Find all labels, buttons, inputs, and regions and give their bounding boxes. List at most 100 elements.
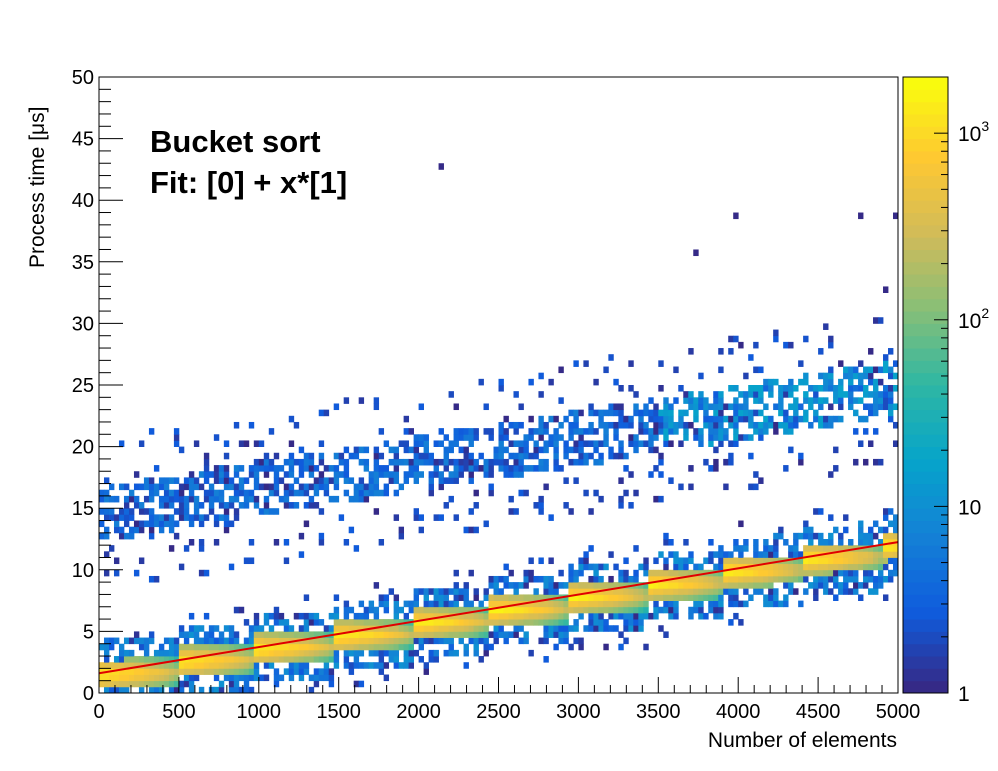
heatmap-cell <box>733 612 739 620</box>
heatmap-cell <box>488 465 494 472</box>
heatmap-cell <box>138 520 145 528</box>
heatmap-cell <box>733 594 739 601</box>
heatmap-cell <box>443 631 449 638</box>
heatmap-cell <box>623 465 629 472</box>
heatmap-cell <box>243 662 250 669</box>
heatmap-cell <box>233 662 240 669</box>
heatmap-cell <box>398 526 405 534</box>
heatmap-cell <box>513 452 519 460</box>
heatmap-cell <box>298 649 305 657</box>
heatmap-cell <box>778 575 784 583</box>
heatmap-cell <box>498 625 504 632</box>
heatmap-cell <box>693 563 699 571</box>
heatmap-cell <box>868 366 874 374</box>
heatmap-cell <box>813 385 819 392</box>
heatmap-cell <box>673 612 679 620</box>
heatmap-cell <box>248 686 255 694</box>
heatmap-cell <box>493 612 499 620</box>
heatmap-cell <box>878 575 884 583</box>
heatmap-cell <box>413 637 419 645</box>
heatmap-cell <box>528 434 534 441</box>
heatmap-cell <box>873 378 879 386</box>
heatmap-cell <box>663 397 669 404</box>
heatmap-cell <box>588 545 594 552</box>
heatmap-cell <box>113 526 120 534</box>
heatmap-cell <box>843 551 849 558</box>
heatmap-cell <box>448 619 454 626</box>
heatmap-cell <box>578 594 584 601</box>
heatmap-cell <box>893 403 899 411</box>
heatmap-cell <box>678 409 684 417</box>
heatmap-cell <box>548 557 554 565</box>
heatmap-cell <box>148 514 155 521</box>
heatmap-cell <box>773 539 779 546</box>
heatmap-cell <box>893 360 899 367</box>
heatmap-cell <box>538 446 544 454</box>
heatmap-cell <box>243 656 250 663</box>
heatmap-cell <box>423 452 429 460</box>
heatmap-cell <box>208 637 215 645</box>
palette-segment <box>903 582 948 595</box>
heatmap-cell <box>418 619 424 626</box>
heatmap-cell <box>173 662 180 669</box>
heatmap-cell <box>333 483 340 491</box>
x-axis-ticks: 0 500 1000 1500 2000 2500 3000 3500 4000 4500 5000 <box>93 677 920 723</box>
x-tick-label: 2000 <box>396 701 441 723</box>
heatmap-cell <box>228 649 235 657</box>
heatmap-cell <box>283 557 290 565</box>
heatmap-cell <box>573 606 579 614</box>
heatmap-cell <box>538 600 544 608</box>
heatmap-cell <box>303 452 310 460</box>
heatmap-cell <box>528 428 534 435</box>
heatmap-cell <box>168 649 175 657</box>
heatmap-cell <box>233 489 240 497</box>
heatmap-cell <box>533 588 539 595</box>
heatmap-cell <box>158 674 165 682</box>
heatmap-cell <box>503 637 509 645</box>
heatmap-cell <box>838 557 844 565</box>
heatmap-cell <box>498 385 504 392</box>
heatmap-cell <box>198 483 205 491</box>
heatmap-cell <box>863 563 869 571</box>
heatmap-cell <box>773 594 779 601</box>
heatmap-cell <box>703 415 709 423</box>
heatmap-cell <box>108 686 115 694</box>
heatmap-cell <box>678 483 684 491</box>
heatmap-cell <box>408 600 414 608</box>
heatmap-cell <box>173 440 180 447</box>
heatmap-cell <box>263 643 270 651</box>
heatmap-cell <box>478 625 484 632</box>
heatmap-cell <box>383 662 390 669</box>
heatmap-cell <box>278 674 285 682</box>
heatmap-cell <box>353 643 360 651</box>
heatmap-cell <box>118 680 125 688</box>
heatmap-cell <box>458 612 464 620</box>
heatmap-cell <box>333 594 340 601</box>
heatmap-cell <box>883 545 889 552</box>
heatmap-cell <box>853 557 859 565</box>
heatmap-cell <box>718 403 724 411</box>
heatmap-cell <box>373 452 380 460</box>
heatmap-cell <box>378 619 385 626</box>
heatmap-cell <box>443 600 449 608</box>
heatmap-cell <box>123 674 130 682</box>
heatmap-cell <box>253 625 260 632</box>
heatmap-cell <box>413 619 419 626</box>
heatmap-cell <box>453 471 459 478</box>
heatmap-cell <box>518 440 524 447</box>
heatmap-cell <box>353 612 360 620</box>
heatmap-cell <box>378 539 385 546</box>
heatmap-cell <box>528 594 534 601</box>
heatmap-cell <box>618 502 624 509</box>
heatmap-cell <box>318 458 325 466</box>
heatmap-cell <box>293 643 300 651</box>
heatmap-cell <box>343 643 350 651</box>
heatmap-cell <box>263 649 270 657</box>
heatmap-cell <box>383 631 390 638</box>
heatmap-cell <box>153 465 160 472</box>
heatmap-cell <box>343 397 350 404</box>
heatmap-cell <box>543 606 549 614</box>
heatmap-cell <box>883 508 889 515</box>
heatmap-cell <box>623 619 629 626</box>
heatmap-cell <box>388 649 395 657</box>
